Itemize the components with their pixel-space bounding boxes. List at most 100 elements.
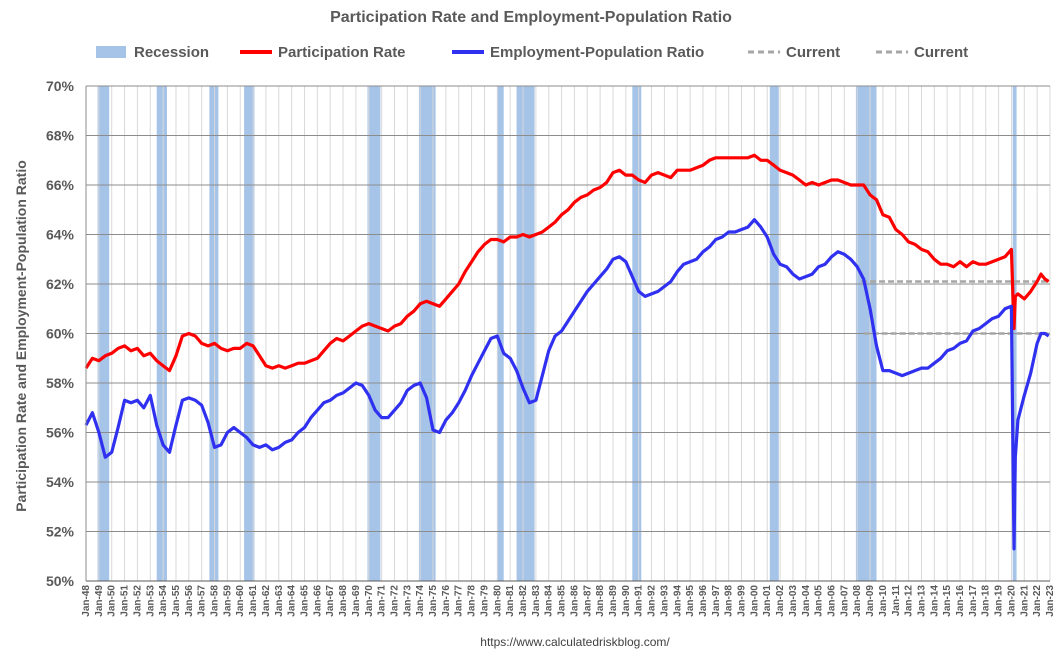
x-tick-label: Jan-89: [608, 585, 619, 617]
x-tick-label: Jan-63: [274, 585, 285, 617]
x-tick-label: Jan-14: [929, 585, 940, 617]
axes: 50%52%54%56%58%60%62%64%66%68%70%Jan-48 J…: [46, 78, 1056, 617]
x-tick-label: Jan-09: [865, 585, 876, 617]
x-tick-label: Jan-64: [287, 585, 298, 617]
y-tick-label: 66%: [46, 177, 75, 193]
x-tick-label: Jan-08: [852, 585, 863, 617]
x-tick-label: Jan-83: [531, 585, 542, 617]
x-tick-label: Jan-93: [659, 585, 670, 617]
x-tick-label: Jan-73: [402, 585, 413, 617]
x-tick-label: Jan-88: [595, 585, 606, 617]
x-tick-label: Jan-58: [210, 585, 221, 617]
x-tick-label: Jan-17: [968, 585, 979, 617]
x-tick-label: Jan-53: [145, 585, 156, 617]
x-tick-label: Jan-99: [737, 585, 748, 617]
x-tick-label: Jan-05: [814, 585, 825, 617]
x-tick-label: Jan-06: [826, 585, 837, 617]
gridlines: [85, 85, 1051, 582]
legend: Recession Participation Rate Employment-Po…: [96, 44, 968, 61]
x-tick-label: Jan-79: [479, 585, 490, 617]
x-tick-label: Jan-70: [364, 585, 375, 617]
legend-label: Employment-Population Ratio: [490, 44, 704, 61]
legend-label: Participation Rate: [278, 44, 406, 61]
y-tick-label: 60%: [46, 326, 75, 342]
x-tick-label: Jan-85: [557, 585, 568, 617]
legend-item-4: Current: [876, 44, 968, 61]
x-tick-label: Jan-18: [981, 585, 992, 617]
x-tick-label: Jan-97: [711, 585, 722, 617]
x-tick-label: Jan-04: [801, 585, 812, 617]
x-tick-label: Jan-54: [158, 585, 169, 617]
x-tick-label: Jan-74: [415, 585, 426, 617]
x-tick-label: Jan-59: [222, 585, 233, 617]
x-tick-label: Jan-95: [685, 585, 696, 617]
y-tick-label: 64%: [46, 227, 75, 243]
x-tick-label: Jan-07: [839, 585, 850, 617]
x-tick-label: Jan-56: [184, 585, 195, 617]
x-tick-label: Jan-77: [454, 585, 465, 617]
x-tick-label: Jan-69: [351, 585, 362, 617]
legend-item-1: Participation Rate: [240, 44, 406, 61]
chart-title: Participation Rate and Employment-Popula…: [330, 9, 732, 26]
x-tick-label: Jan-91: [634, 585, 645, 617]
x-tick-label: Jan-20: [1006, 585, 1017, 617]
current-lines: [861, 280, 1049, 335]
x-tick-label: Jan-98: [724, 585, 735, 617]
x-tick-label: Jan-50: [107, 585, 118, 617]
x-tick-label: Jan-65: [300, 585, 311, 617]
legend-swatch: [96, 46, 126, 58]
y-tick-label: 58%: [46, 375, 75, 391]
x-tick-label: Jan-52: [132, 585, 143, 617]
legend-item-3: Current: [748, 44, 840, 61]
x-tick-label: Jan-22: [1032, 585, 1043, 617]
y-tick-label: 52%: [46, 524, 75, 540]
x-tick-label: Jan-19: [994, 585, 1005, 617]
source-url: https://www.calculatedriskblog.com/: [480, 635, 670, 649]
x-tick-label: Jan-80: [492, 585, 503, 617]
x-tick-label: Jan-11: [891, 585, 902, 617]
x-tick-label: Jan-49: [94, 585, 105, 617]
x-tick-label: Jan-72: [389, 585, 400, 617]
x-tick-label: Jan-81: [505, 585, 516, 617]
x-tick-label: Jan-86: [569, 585, 580, 617]
legend-label: Recession: [134, 44, 209, 61]
x-tick-label: Jan-21: [1019, 585, 1030, 617]
x-tick-label: Jan-92: [647, 585, 658, 617]
x-tick-label: Jan-48: [81, 585, 92, 617]
x-tick-label: Jan-00: [749, 585, 760, 617]
legend-label: Current: [914, 44, 968, 61]
x-tick-label: Jan-23: [1045, 585, 1056, 617]
legend-item-0: Recession: [96, 44, 209, 61]
x-tick-label: Jan-94: [672, 585, 683, 617]
x-tick-label: Jan-15: [942, 585, 953, 617]
x-tick-label: Jan-12: [904, 585, 915, 617]
x-tick-label: Jan-02: [775, 585, 786, 617]
x-tick-label: Jan-61: [248, 585, 259, 617]
x-tick-label: Jan-68: [338, 585, 349, 617]
x-tick-label: Jan-76: [441, 585, 452, 617]
x-tick-label: Jan-96: [698, 585, 709, 617]
y-axis-label: Participation Rate and Employment-Popula…: [13, 160, 29, 512]
y-tick-label: 50%: [46, 573, 75, 589]
x-tick-label: Jan-13: [916, 585, 927, 617]
x-tick-label: Jan-87: [582, 585, 593, 617]
x-tick-label: Jan-66: [312, 585, 323, 617]
x-tick-label: Jan-62: [261, 585, 272, 617]
x-tick-label: Jan-57: [197, 585, 208, 617]
series-lines: [84, 153, 1050, 551]
x-tick-label: Jan-55: [171, 585, 182, 617]
x-tick-label: Jan-03: [788, 585, 799, 617]
x-tick-label: Jan-10: [878, 585, 889, 617]
x-tick-label: Jan-60: [235, 585, 246, 617]
y-tick-label: 62%: [46, 276, 75, 292]
x-tick-label: Jan-51: [120, 585, 131, 617]
series-line-employment-population-ratio: [84, 218, 1050, 551]
x-tick-label: Jan-82: [518, 585, 529, 617]
y-tick-label: 68%: [46, 128, 75, 144]
y-tick-label: 70%: [46, 78, 75, 94]
x-tick-label: Jan-01: [762, 585, 773, 617]
series-line-participation-rate: [84, 153, 1050, 373]
x-tick-label: Jan-84: [544, 585, 555, 617]
x-tick-label: Jan-90: [621, 585, 632, 617]
